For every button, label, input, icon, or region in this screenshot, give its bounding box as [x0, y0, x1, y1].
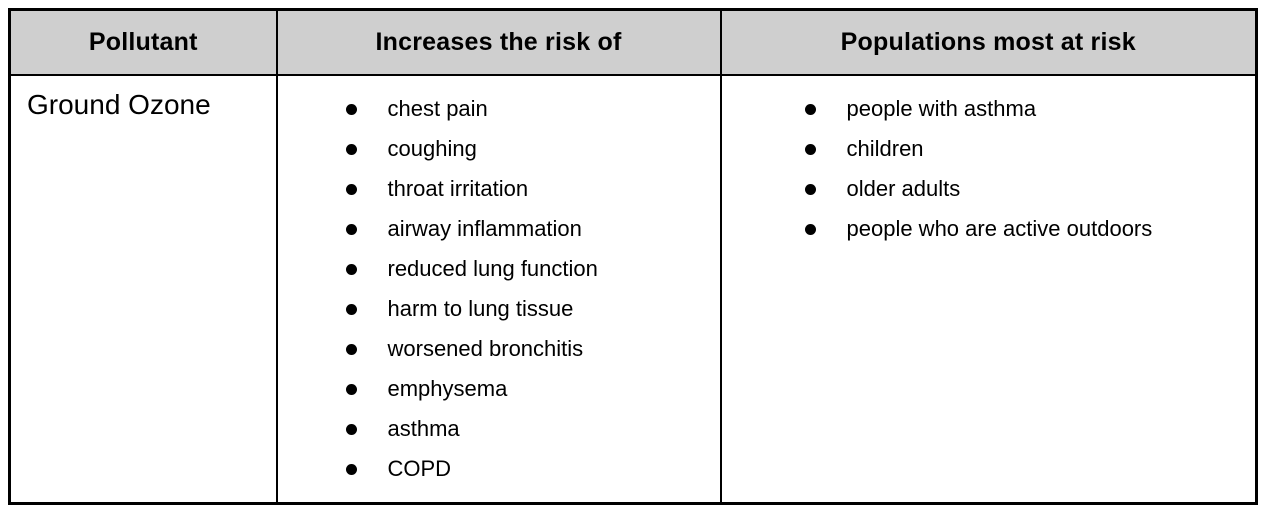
pollutant-name: Ground Ozone [27, 88, 211, 120]
list-item: asthma [345, 409, 720, 449]
list-item: older adults [804, 169, 1256, 209]
risks-cell: chest pain coughing throat irritation airwa… [275, 73, 722, 505]
table-row-ground-ozone: Ground Ozone chest pain coughing throat ir… [8, 73, 1258, 505]
list-item: emphysema [345, 369, 720, 409]
populations-cell: people with asthma children older adults pe… [719, 73, 1258, 505]
populations-list: people with asthma children older adults pe… [722, 76, 1256, 249]
column-header-risks: Increases the risk of [275, 8, 722, 76]
pollutant-risk-table: Pollutant Increases the risk of Populati… [8, 8, 1258, 505]
column-header-pollutant: Pollutant [8, 8, 278, 76]
list-item: airway inflammation [345, 209, 720, 249]
list-item: throat irritation [345, 169, 720, 209]
list-item: people with asthma [804, 89, 1256, 129]
pollutant-cell: Ground Ozone [8, 73, 278, 505]
list-item: children [804, 129, 1256, 169]
list-item: harm to lung tissue [345, 289, 720, 329]
pollutant-risk-table-container: Pollutant Increases the risk of Populati… [8, 8, 1258, 505]
column-header-populations: Populations most at risk [719, 8, 1258, 76]
risks-list: chest pain coughing throat irritation airwa… [278, 76, 720, 489]
list-item: people who are active outdoors [804, 209, 1256, 249]
list-item: COPD [345, 449, 720, 489]
list-item: reduced lung function [345, 249, 720, 289]
list-item: worsened bronchitis [345, 329, 720, 369]
table-header-row: Pollutant Increases the risk of Populati… [8, 8, 1258, 76]
list-item: chest pain [345, 89, 720, 129]
list-item: coughing [345, 129, 720, 169]
